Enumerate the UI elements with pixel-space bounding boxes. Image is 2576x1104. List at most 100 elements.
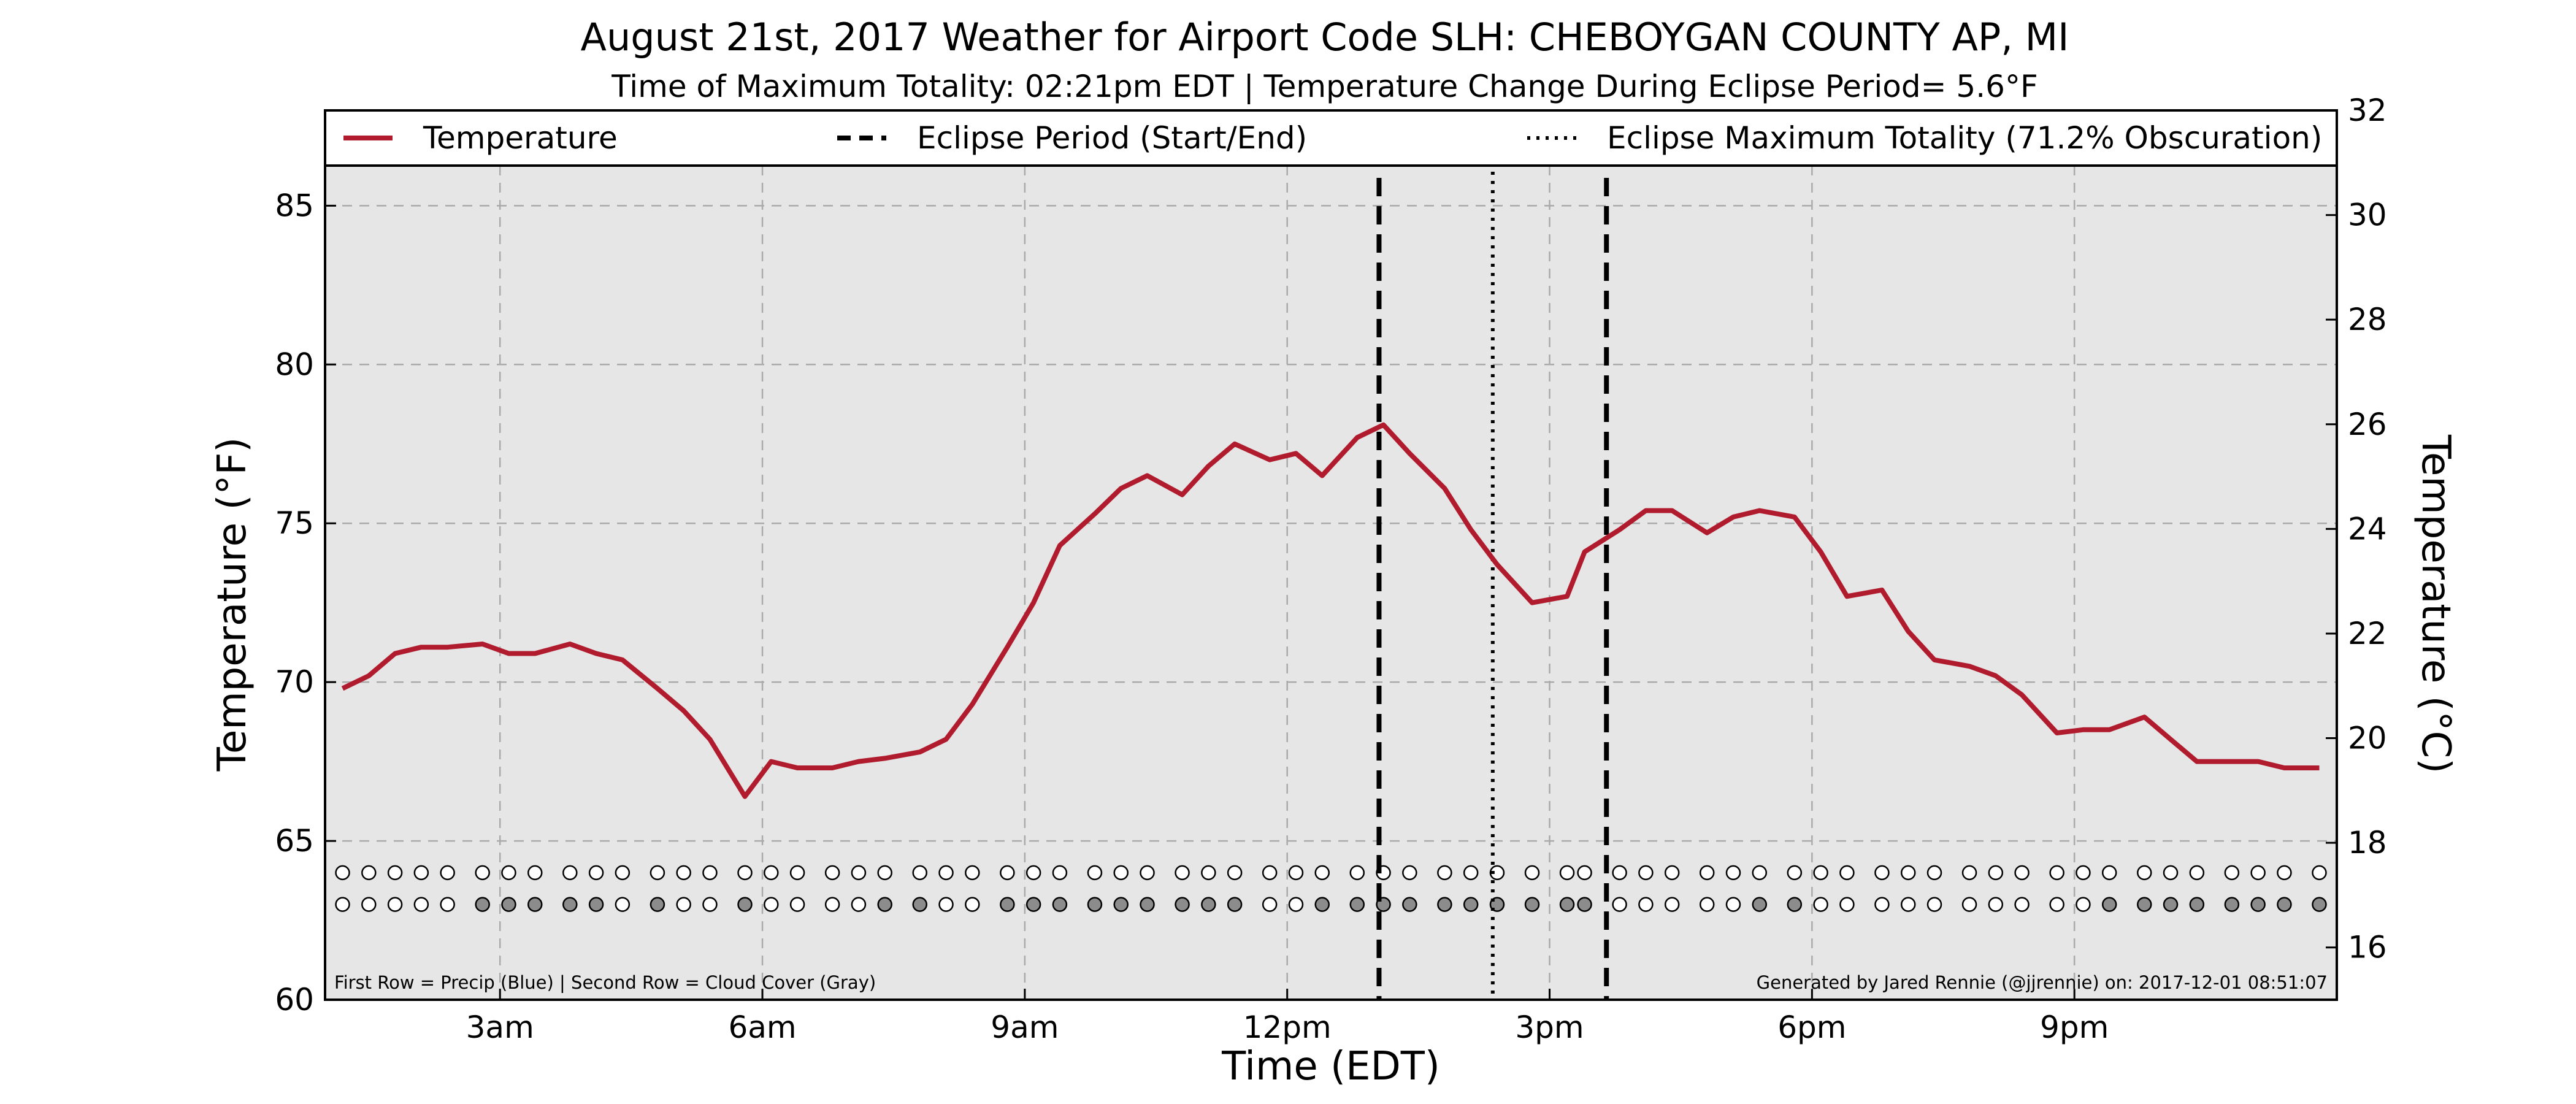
cloud-marker: [1349, 897, 1365, 912]
y-tick-label-right: 20: [2348, 721, 2387, 756]
y-tick-label-right: 26: [2348, 407, 2387, 442]
precip-marker: [501, 865, 516, 881]
cloud-marker: [1752, 897, 1768, 912]
precip-marker: [764, 865, 779, 881]
y-tick-label-left: 70: [275, 664, 314, 700]
y-tick-label-right: 16: [2348, 930, 2387, 965]
legend-label-eclipse-period: Eclipse Period (Start/End): [917, 120, 1307, 156]
precip-marker: [361, 865, 377, 881]
y-tick-label-left: 80: [275, 347, 314, 382]
x-tick-label: 6am: [728, 1010, 796, 1045]
cloud-marker: [1402, 897, 1417, 912]
y-tick-label-right: 28: [2348, 302, 2387, 337]
cloud-marker: [764, 897, 779, 912]
temperature-series-line: [341, 422, 2320, 799]
cloud-marker: [824, 897, 840, 912]
precip-marker: [588, 865, 604, 881]
cloud-marker: [1664, 897, 1680, 912]
precip-marker: [2189, 865, 2205, 881]
cloud-marker: [2014, 897, 2030, 912]
x-tick-label: 3am: [466, 1010, 534, 1045]
precip-marker: [1839, 865, 1855, 881]
cloud-marker: [2224, 897, 2240, 912]
cloud-marker: [588, 897, 604, 912]
cloud-marker: [2101, 897, 2117, 912]
precip-marker: [2224, 865, 2240, 881]
cloud-marker: [1201, 897, 1216, 912]
cloud-marker: [1874, 897, 1890, 912]
precip-marker: [2137, 865, 2152, 881]
cloud-marker: [2137, 897, 2152, 912]
y-tick-label-left: 85: [275, 188, 314, 223]
precip-marker: [702, 865, 718, 881]
cloud-marker: [1988, 897, 2004, 912]
y-axis-label-right: Temperature (°C): [2413, 434, 2458, 773]
x-axis-label: Time (EDT): [1221, 1044, 1440, 1089]
indicator-rows: [335, 865, 2327, 912]
precip-marker: [1926, 865, 1942, 881]
cloud-marker: [676, 897, 691, 912]
cloud-marker: [1926, 897, 1942, 912]
precip-marker: [1175, 865, 1190, 881]
cloud-marker: [1087, 897, 1103, 912]
cloud-marker: [1262, 897, 1278, 912]
precip-marker: [851, 865, 867, 881]
cloud-marker: [965, 897, 980, 912]
cloud-marker: [1787, 897, 1803, 912]
y-tick-label-left: 60: [275, 982, 314, 1018]
precip-marker: [1349, 865, 1365, 881]
cloud-marker: [912, 897, 927, 912]
cloud-marker: [2163, 897, 2179, 912]
cloud-marker: [789, 897, 805, 912]
precip-marker: [1874, 865, 1890, 881]
cloud-marker: [1839, 897, 1855, 912]
cloud-marker: [1052, 897, 1068, 912]
footnote-right: Generated by Jared Rennie (@jjrennie) on…: [1757, 972, 2328, 993]
precip-marker: [1489, 865, 1505, 881]
precip-marker: [912, 865, 927, 881]
precip-marker: [1113, 865, 1129, 881]
x-tick-label: 9am: [991, 1010, 1059, 1045]
cloud-marker: [1577, 897, 1592, 912]
precip-marker: [1288, 865, 1304, 881]
precip-marker: [1787, 865, 1803, 881]
precip-marker: [1664, 865, 1680, 881]
cloud-marker: [1113, 897, 1129, 912]
cloud-marker: [1000, 897, 1015, 912]
cloud-marker: [615, 897, 631, 912]
cloud-marker: [1638, 897, 1654, 912]
y-tick-label-right: 18: [2348, 825, 2387, 861]
precip-marker: [1463, 865, 1479, 881]
precip-marker: [1052, 865, 1068, 881]
footnote-left: First Row = Precip (Blue) | Second Row =…: [334, 972, 876, 993]
x-axis-ticks: 3am 6am 9am 12pm 3pm 6pm 9pm: [466, 989, 2109, 1045]
cloud-marker: [562, 897, 578, 912]
y-axis-left-ticks: 60 65 70 75 80 85: [275, 188, 336, 1018]
cloud-marker: [1025, 897, 1041, 912]
precip-marker: [1437, 865, 1452, 881]
cloud-marker: [335, 897, 350, 912]
precip-marker: [1227, 865, 1243, 881]
cloud-marker: [1699, 897, 1715, 912]
precip-marker: [1813, 865, 1828, 881]
cloud-marker: [1314, 897, 1330, 912]
precip-marker: [335, 865, 350, 881]
y-axis-right-ticks: 16 18 20 22 24 26 28 30 32: [2326, 93, 2387, 965]
precip-marker: [1000, 865, 1015, 881]
chart-subtitle: Time of Maximum Totality: 02:21pm EDT | …: [611, 69, 2037, 104]
y-tick-label-right: 22: [2348, 616, 2387, 651]
x-tick-label: 6pm: [1777, 1010, 1846, 1045]
cloud-marker: [1288, 897, 1304, 912]
precip-marker: [1725, 865, 1741, 881]
cloud-marker: [2250, 897, 2266, 912]
precip-marker: [475, 865, 490, 881]
legend-label-eclipse-max: Eclipse Maximum Totality (71.2% Obscurat…: [1607, 120, 2322, 156]
precip-marker: [2250, 865, 2266, 881]
y-tick-label-right: 24: [2348, 511, 2387, 546]
eclipse-lines: [1376, 172, 1609, 1000]
cloud-marker: [702, 897, 718, 912]
precip-marker: [676, 865, 691, 881]
precip-marker: [1988, 865, 2004, 881]
precip-marker: [877, 865, 892, 881]
cloud-marker: [387, 897, 403, 912]
